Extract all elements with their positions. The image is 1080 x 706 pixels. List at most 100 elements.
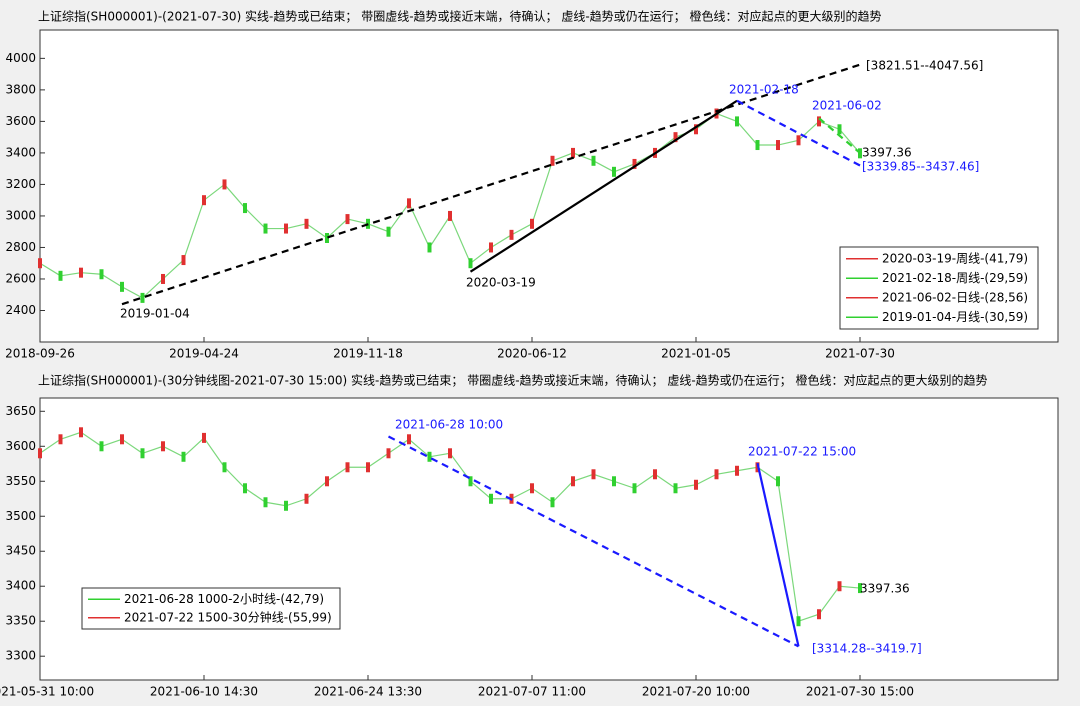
candle (509, 229, 514, 240)
trend-line (469, 99, 738, 273)
candle (530, 483, 534, 494)
candle (366, 462, 370, 473)
annotation: 3397.36 (860, 582, 910, 596)
y-tick-label: 2600 (5, 271, 36, 285)
y-tick-label: 3000 (5, 208, 36, 222)
legend-label: 2021-02-18-周线-(29,59) (882, 271, 1028, 285)
chart-title: 上证综指(SH000001)-(2021-07-30) 实线-趋势或已结束； 带… (38, 9, 882, 24)
x-tick-label: 2021-07-07 11:00 (478, 685, 586, 699)
x-tick-label: 2021-06-10 14:30 (150, 685, 258, 699)
y-tick-label: 2400 (5, 303, 36, 317)
annotation: [3314.28--3419.7] (812, 642, 922, 656)
candle (181, 255, 186, 266)
candle (304, 493, 309, 504)
candle (776, 140, 780, 151)
candle (284, 500, 288, 511)
y-tick-label: 3650 (5, 404, 36, 418)
trend-line (818, 117, 861, 154)
candle (837, 124, 842, 135)
y-tick-label: 3500 (5, 509, 36, 523)
y-tick-label: 3400 (5, 579, 36, 593)
candle (714, 469, 719, 480)
y-tick-label: 3450 (5, 544, 36, 558)
y-tick-label: 2800 (5, 240, 36, 254)
candle (694, 124, 698, 135)
x-tick-label: 2021-05-31 10:00 (0, 685, 94, 699)
candle (243, 203, 247, 214)
candle (550, 155, 555, 166)
candle (79, 427, 83, 438)
candle (140, 292, 145, 303)
candle (243, 483, 247, 494)
candle (386, 226, 391, 237)
candle (407, 434, 411, 445)
candle (796, 616, 801, 627)
candle (427, 451, 432, 462)
candle (571, 476, 575, 487)
candle (345, 462, 350, 473)
candle (550, 497, 555, 508)
legend-label: 2021-06-28 1000-2小时线-(42,79) (124, 592, 324, 606)
candle (120, 434, 124, 445)
x-tick-label: 2020-06-12 (497, 347, 567, 361)
candle (735, 465, 739, 476)
candle (796, 135, 801, 146)
candle (571, 147, 575, 158)
plot-area (39, 397, 1059, 681)
candle (653, 469, 657, 480)
legend-label: 2021-07-22 1500-30分钟线-(55,99) (124, 609, 332, 624)
trend-line (121, 63, 861, 306)
y-tick-label: 3550 (5, 474, 36, 488)
annotation: 2021-06-02 (812, 99, 882, 113)
legend-label: 2020-03-19-周线-(41,79) (882, 251, 1028, 265)
annotation: 3397.36 (862, 146, 912, 160)
x-tick-label: 2021-07-30 15:00 (806, 685, 914, 699)
x-tick-label: 2021-06-24 13:30 (314, 685, 422, 699)
y-tick-label: 4000 (5, 51, 36, 65)
candle (222, 462, 227, 473)
annotation: 2020-03-19 (466, 276, 536, 290)
candle (489, 242, 493, 253)
candle (817, 116, 821, 127)
y-tick-label: 3800 (5, 82, 36, 96)
candle (38, 258, 42, 269)
candle (407, 198, 411, 209)
annotation: 2021-07-22 15:00 (748, 445, 856, 459)
candle (735, 116, 739, 127)
candle (632, 483, 637, 494)
y-tick-label: 3200 (5, 177, 36, 191)
candle (325, 476, 329, 487)
candle (99, 269, 104, 280)
x-tick-label: 2021-07-20 10:00 (642, 685, 750, 699)
candle (202, 195, 206, 206)
candle (612, 166, 616, 177)
x-tick-label: 2021-07-30 (825, 347, 895, 361)
y-tick-label: 3300 (5, 649, 36, 663)
candle (612, 476, 616, 487)
candle (38, 448, 42, 459)
candle (591, 469, 596, 480)
y-tick-label: 3350 (5, 614, 36, 628)
candle (202, 432, 206, 443)
annotation: 2021-06-28 10:00 (395, 418, 503, 432)
candle (468, 476, 473, 487)
trend-line (387, 435, 800, 648)
candle (837, 581, 842, 592)
candle (325, 233, 329, 243)
candle (427, 242, 432, 253)
legend-label: 2019-01-04-月线-(30,59) (882, 310, 1028, 324)
annotation: 2021-02-18 (729, 83, 799, 97)
candle (858, 148, 862, 159)
legend-box (81, 587, 341, 630)
candle (386, 448, 391, 459)
candle (448, 448, 452, 459)
legend-label: 2021-06-02-日线-(28,56) (882, 290, 1028, 304)
annotation: [3821.51--4047.56] (866, 59, 983, 73)
candle (161, 273, 165, 284)
candle (448, 210, 452, 221)
candle (181, 451, 186, 462)
candle (161, 441, 165, 452)
y-tick-label: 3600 (5, 114, 36, 128)
